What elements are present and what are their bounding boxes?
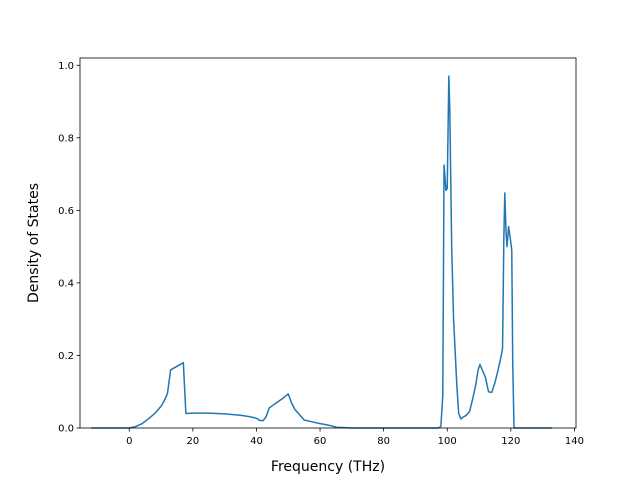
- y-tick-label: 0.8: [58, 133, 74, 144]
- x-axis: 0 20 40 60 80 100 120 140: [126, 428, 584, 447]
- y-tick-label: 0.2: [58, 351, 74, 362]
- x-tick-label: 0: [126, 436, 132, 447]
- y-tick-label: 1.0: [58, 61, 74, 72]
- x-tick-label: 100: [438, 436, 457, 447]
- y-tick-label: 0.6: [58, 206, 74, 217]
- series-line-0: [91, 75, 553, 429]
- y-tick-label: 0.4: [58, 278, 74, 289]
- plot-frame: [79, 57, 577, 429]
- x-tick-label: 120: [501, 436, 520, 447]
- x-axis-label: Frequency (THz): [271, 459, 385, 475]
- y-axis-label: Density of States: [26, 183, 42, 303]
- x-tick-label: 40: [250, 436, 263, 447]
- x-tick-label: 20: [187, 436, 200, 447]
- x-tick-label: 80: [377, 436, 390, 447]
- x-tick-label: 60: [314, 436, 327, 447]
- series-layer: [91, 75, 553, 429]
- y-axis: 0.0 0.2 0.4 0.6 0.8 1.0: [58, 61, 80, 435]
- x-tick-label: 140: [565, 436, 584, 447]
- y-tick-label: 0.0: [58, 424, 74, 435]
